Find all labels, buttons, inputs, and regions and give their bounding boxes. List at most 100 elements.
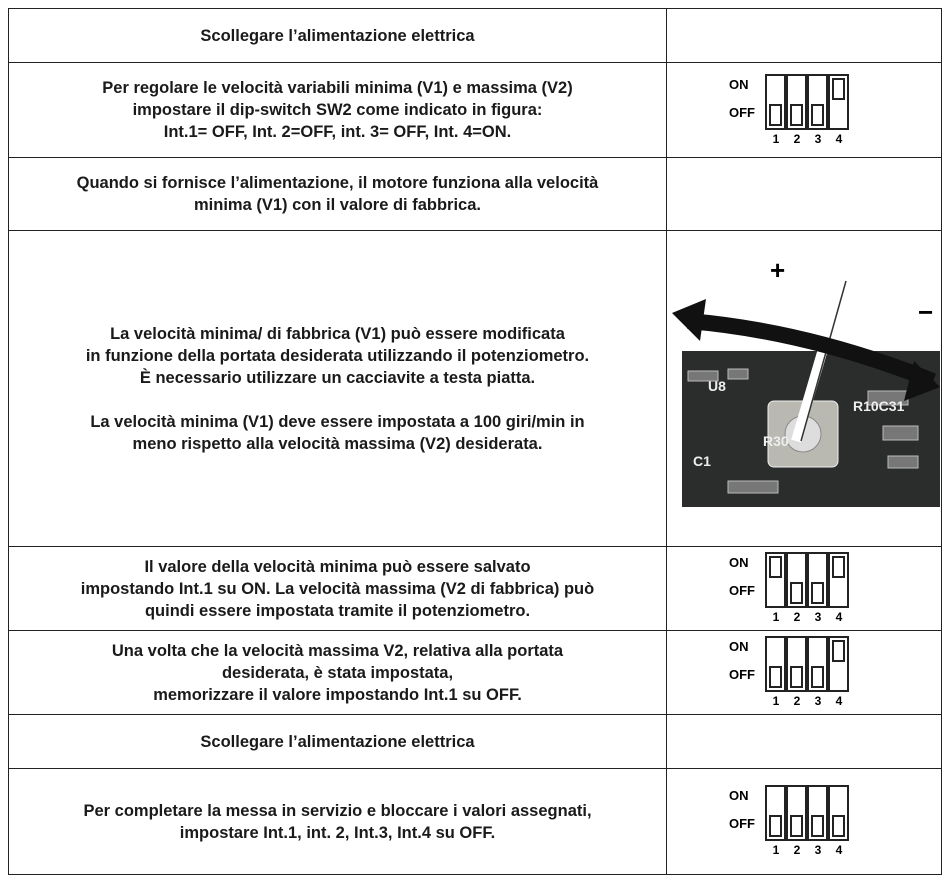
- screwdriver-edge: [800, 280, 847, 442]
- text-line: memorizzare il valore impostando Int.1 s…: [153, 685, 522, 704]
- paragraph: Scollegare l’alimentazione elettrica: [9, 25, 666, 47]
- text-line: La velocità minima/ di fabbrica (V1) può…: [110, 324, 565, 343]
- off-label: OFF: [729, 583, 755, 598]
- image-cell: + − U8 R30 C1 R10C31: [666, 230, 942, 547]
- switch-lever: [811, 666, 824, 688]
- pcb-label: C1: [693, 453, 711, 469]
- switch-number: 2: [794, 843, 801, 857]
- switch-lever: [832, 77, 845, 100]
- text-line: Una volta che la velocità massima V2, re…: [111, 641, 564, 660]
- text-line: quindi essere impostata tramite il poten…: [144, 601, 531, 620]
- switch-number: 4: [836, 132, 843, 146]
- table-row: Il valore della velocità minima può esse…: [8, 546, 942, 631]
- switch-lever: [769, 556, 782, 578]
- off-label: OFF: [729, 816, 755, 831]
- switch-lever: [790, 815, 803, 837]
- text-line: Scollegare l’alimentazione elettrica: [200, 732, 475, 751]
- table-row: Quando si fornisce l’alimentazione, il m…: [8, 157, 942, 231]
- image-cell: [666, 157, 942, 231]
- table-row: La velocità minima/ di fabbrica (V1) può…: [8, 230, 942, 547]
- switch-lever: [832, 815, 845, 837]
- dip-switch: ON OFF 1 2 3 4: [729, 636, 849, 708]
- text-line: Scollegare l’alimentazione elettrica: [200, 26, 475, 45]
- image-cell: ON OFF 1 2 3 4: [666, 768, 942, 875]
- arrow-head-right: [904, 361, 940, 401]
- switch-number: 2: [794, 694, 801, 708]
- text-line: È necessario utilizzare un cacciavite a …: [139, 368, 536, 387]
- component: [887, 455, 919, 469]
- switch-number: 1: [773, 843, 780, 857]
- switch-number: 1: [773, 132, 780, 146]
- paragraph: Una volta che la velocità massima V2, re…: [9, 640, 666, 706]
- switch-lever: [790, 103, 803, 126]
- minus-sign: −: [918, 297, 933, 327]
- table-row: Per completare la messa in servizio e bl…: [8, 768, 942, 875]
- switch-lever: [769, 815, 782, 837]
- instruction-table: Scollegare l’alimentazione elettrica Per …: [8, 8, 942, 875]
- switch-lever: [832, 556, 845, 578]
- image-cell: [666, 8, 942, 63]
- paragraph: Il valore della velocità minima può esse…: [9, 556, 666, 622]
- potentiometer-photo: + − U8 R30 C1 R10C31: [672, 255, 940, 507]
- switch-number: 2: [794, 610, 801, 624]
- text-line: Per regolare le velocità variabili minim…: [102, 79, 573, 97]
- switch-lever: [811, 815, 824, 837]
- text-cell: Per regolare le velocità variabili minim…: [8, 62, 667, 158]
- switch-number: 3: [815, 694, 822, 708]
- pcb-label: R30: [763, 433, 789, 449]
- text-cell: Scollegare l’alimentazione elettrica: [8, 8, 667, 63]
- dip-switch: ON OFF 1 2 3 4: [729, 552, 849, 624]
- plus-sign: +: [770, 255, 785, 285]
- text-line: Il valore della velocità minima può esse…: [144, 557, 531, 576]
- table-row: Scollegare l’alimentazione elettrica: [8, 714, 942, 769]
- paragraph: Per completare la messa in servizio e bl…: [9, 800, 666, 844]
- text-cell: Scollegare l’alimentazione elettrica: [8, 714, 667, 769]
- paragraph: La velocità minima (V1) deve essere impo…: [9, 411, 666, 455]
- text-line: impostare il dip-switch SW2 come indicat…: [132, 101, 543, 119]
- on-label: ON: [729, 77, 749, 92]
- table-row: Per regolare le velocità variabili minim…: [8, 62, 942, 158]
- text-line: Per completare la messa in servizio e bl…: [83, 801, 592, 820]
- switch-number: 1: [773, 610, 780, 624]
- pcb-label: U8: [708, 378, 726, 394]
- table-row: Una volta che la velocità massima V2, re…: [8, 630, 942, 715]
- image-cell: ON OFF 1 2 3 4: [666, 630, 942, 715]
- text-line: Quando si fornisce l’alimentazione, il m…: [76, 174, 599, 192]
- text-line: desiderata, è stata impostata,: [221, 663, 454, 682]
- switch-number: 4: [836, 694, 843, 708]
- text-cell: Per completare la messa in servizio e bl…: [8, 768, 667, 875]
- pcb-label: R10C31: [853, 398, 905, 414]
- switch-lever: [811, 103, 824, 126]
- switch-lever: [790, 666, 803, 688]
- text-line: impostando Int.1 su ON. La velocità mass…: [80, 579, 595, 598]
- dip-switch: ON OFF 1 2 3 4: [729, 785, 849, 857]
- dip-switch: ON OFF 1 2 3 4: [729, 73, 849, 146]
- switch-number: 4: [836, 610, 843, 624]
- switch-number: 3: [815, 132, 822, 146]
- paragraph: Scollegare l’alimentazione elettrica: [9, 731, 666, 753]
- switch-number: 4: [836, 843, 843, 857]
- component: [687, 370, 719, 382]
- switch-lever: [769, 103, 782, 126]
- component: [882, 425, 919, 441]
- text-line: meno rispetto alla velocità massima (V2)…: [132, 434, 543, 453]
- off-label: OFF: [729, 667, 755, 682]
- paragraph: Per regolare le velocità variabili minim…: [9, 77, 666, 143]
- on-label: ON: [729, 555, 749, 570]
- text-line: minima (V1) con il valore di fabbrica.: [194, 196, 481, 214]
- switch-number: 3: [815, 843, 822, 857]
- on-label: ON: [729, 639, 749, 654]
- image-cell: ON OFF 1 2 3 4: [666, 62, 942, 158]
- on-label: ON: [729, 788, 749, 803]
- switch-lever: [811, 582, 824, 604]
- image-cell: [666, 714, 942, 769]
- paragraph: La velocità minima/ di fabbrica (V1) può…: [9, 323, 666, 389]
- switch-lever: [769, 666, 782, 688]
- text-line: in funzione della portata desiderata uti…: [85, 346, 590, 365]
- arrow-head-left: [672, 299, 706, 341]
- paragraph: Quando si fornisce l’alimentazione, il m…: [9, 172, 666, 216]
- image-cell: ON OFF 1 2 3 4: [666, 546, 942, 631]
- component: [727, 480, 779, 494]
- text-cell: Una volta che la velocità massima V2, re…: [8, 630, 667, 715]
